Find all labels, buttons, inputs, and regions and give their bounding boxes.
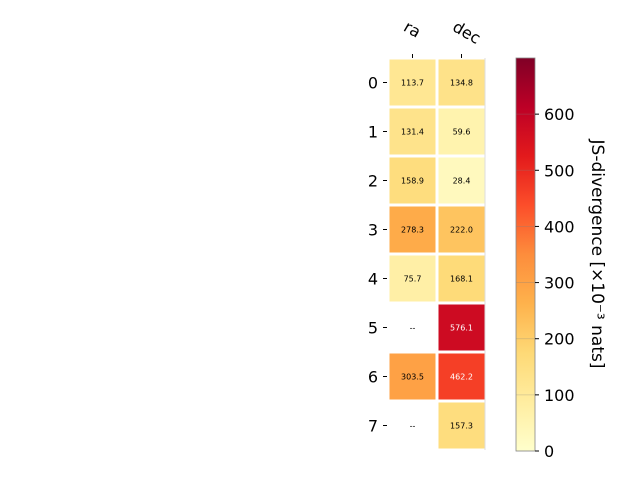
colorbar-tick-label: 400 [544,217,575,236]
column-tick-labels: ra dec [401,17,484,58]
cell-value-label: 222.0 [450,226,473,235]
heatmap-cell [438,255,485,302]
heatmap-cell [389,108,436,155]
cell-value-label: 75.7 [404,275,422,284]
cell-value-label: 59.6 [453,128,471,137]
heatmap-cell [438,59,485,106]
heatmap-cell [389,353,436,400]
colorbar-ticks: 0 100 200 300 400 500 600 [516,105,575,461]
cell-value-label: 158.9 [401,177,424,186]
colorbar-tick-label: 500 [544,161,575,180]
heatmap-cell [389,206,436,253]
heatmap-cell [438,402,485,449]
heatmap-cells: 113.7 134.8 131.4 59.6 158.9 28.4 278.3 222.0 75… [389,58,486,450]
cell-value-label: 168.1 [450,275,473,284]
cell-value-label: 28.4 [453,177,471,186]
row-tick-label: 7 [368,417,378,436]
cell-value-label: 303.5 [401,373,424,382]
cell-value-label: 113.7 [401,79,424,88]
colorbar-label: JS-divergence [×10⁻³ nats] [587,139,607,369]
row-tick-label: 4 [368,270,378,289]
row-tick-label: 1 [368,123,378,142]
row-tick-labels: 0 1 2 3 4 5 6 7 [368,74,387,436]
cell-value-label: 462.2 [450,373,473,382]
colorbar-tick-label: 0 [544,442,554,461]
colorbar: 0 100 200 300 400 500 600 [515,57,575,461]
heatmap-cell [438,353,485,400]
row-tick-label: 2 [368,172,378,191]
row-tick-label: 3 [368,221,378,240]
cell-value-label: 134.8 [450,79,473,88]
cell-value-label: -- [410,324,416,333]
cell-value-label: 278.3 [401,226,424,235]
column-tick-label: ra [401,17,425,42]
colorbar-tick-label: 600 [544,105,575,124]
row-tick-label: 6 [368,368,378,387]
heatmap-cell [438,108,485,155]
heatmap-cell [389,59,436,106]
heatmap-cell [389,157,436,204]
row-tick-label: 0 [368,74,378,93]
colorbar-tick-label: 100 [544,386,575,405]
heatmap-cell [438,304,485,351]
colorbar-tick-label: 300 [544,274,575,293]
cell-value-label: 576.1 [450,324,473,333]
cell-value-label: 157.3 [450,422,473,431]
colorbar-gradient [515,57,536,452]
column-tick-label: dec [450,17,484,48]
heatmap-cell [438,157,485,204]
row-tick-label: 5 [368,319,378,338]
colorbar-tick-label: 200 [544,330,575,349]
cell-value-label: -- [410,422,416,431]
heatmap-cell [389,255,436,302]
heatmap-cell [438,206,485,253]
cell-value-label: 131.4 [401,128,424,137]
